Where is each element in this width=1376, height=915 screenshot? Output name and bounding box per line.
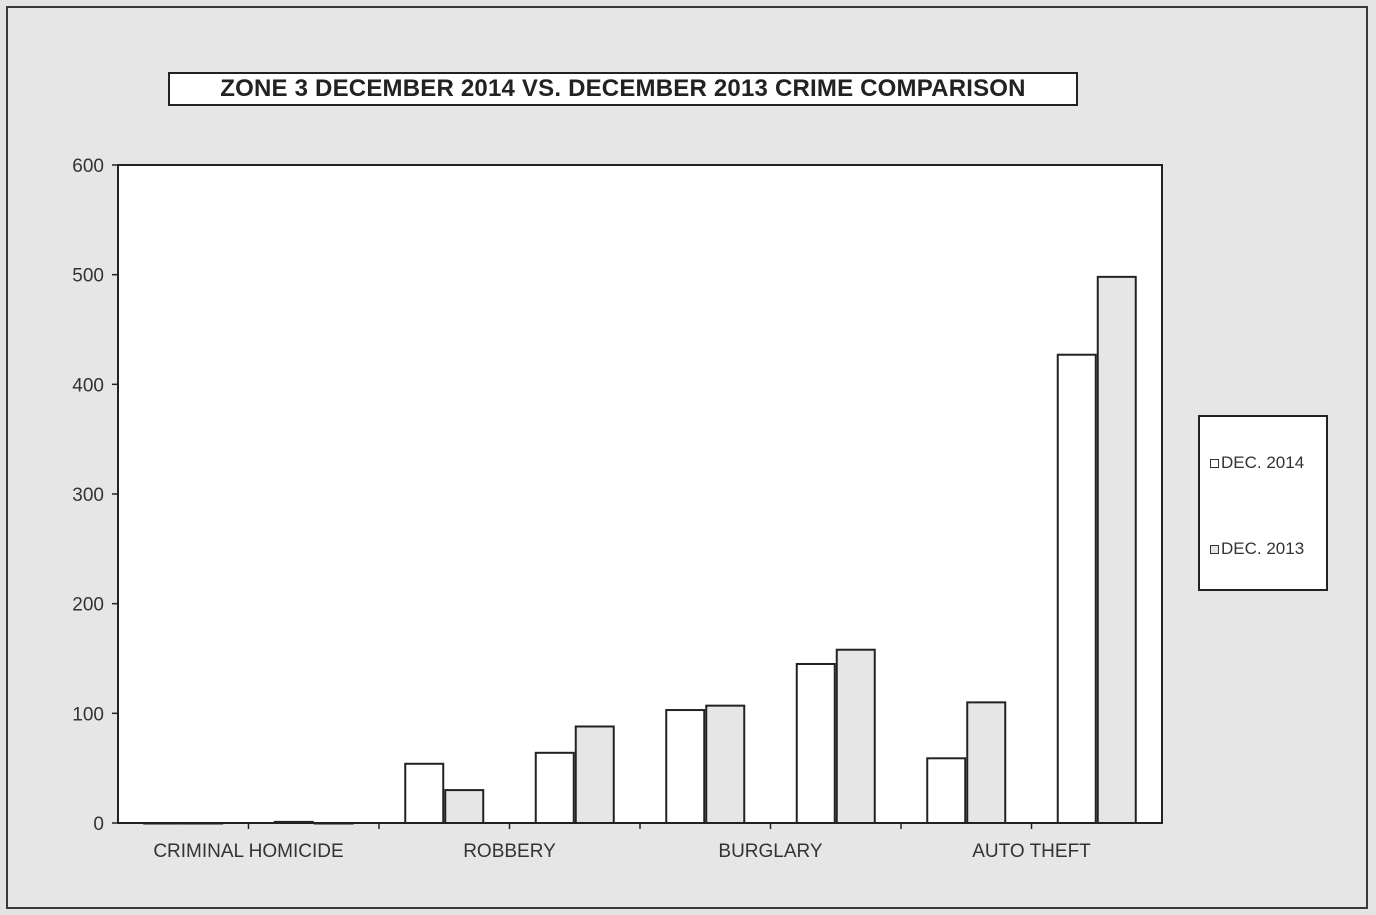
bar-dec-2013 bbox=[574, 725, 615, 825]
bar-dec-2013 bbox=[183, 822, 224, 825]
legend-swatch-dec-2014 bbox=[1210, 458, 1219, 468]
bar-dec-2014 bbox=[1056, 353, 1097, 824]
legend-label-dec-2014: DEC. 2014 bbox=[1221, 453, 1305, 472]
legend-label-dec-2013: DEC. 2013 bbox=[1221, 539, 1305, 558]
bar-dec-2013 bbox=[966, 701, 1007, 824]
bar-dec-2013 bbox=[705, 704, 746, 825]
y-tick-label: 500 bbox=[72, 266, 104, 287]
legend-item-dec-2014: DEC. 2014 bbox=[1210, 453, 1304, 473]
bar-dec-2013 bbox=[444, 789, 485, 824]
y-tick-label: 600 bbox=[72, 156, 104, 177]
bar-dec-2014 bbox=[273, 820, 314, 824]
bar-dec-2013 bbox=[1096, 275, 1137, 824]
bar-dec-2014 bbox=[926, 757, 967, 825]
x-tick-label: BURGLARY bbox=[718, 841, 823, 862]
bar-dec-2013 bbox=[835, 648, 876, 825]
y-tick-label: 200 bbox=[72, 595, 104, 616]
x-tick-label: CRIMINAL HOMICIDE bbox=[153, 841, 343, 862]
bar-dec-2014 bbox=[534, 751, 575, 825]
bar-dec-2013 bbox=[313, 822, 354, 825]
bar-dec-2014 bbox=[404, 762, 445, 825]
bar-dec-2014 bbox=[143, 822, 184, 825]
bar-dec-2014 bbox=[795, 662, 836, 824]
y-tick-label: 100 bbox=[72, 704, 104, 725]
legend-item-dec-2013: DEC. 2013 bbox=[1210, 539, 1304, 559]
chart-title: ZONE 3 DECEMBER 2014 VS. DECEMBER 2013 C… bbox=[168, 72, 1078, 106]
x-tick-label: AUTO THEFT bbox=[972, 841, 1091, 862]
y-tick-label: 0 bbox=[93, 814, 104, 835]
bar-dec-2014 bbox=[665, 709, 706, 824]
y-tick-label: 300 bbox=[72, 485, 104, 506]
legend-swatch-dec-2013 bbox=[1210, 544, 1219, 554]
y-tick-label: 400 bbox=[72, 375, 104, 396]
x-tick-label: ROBBERY bbox=[463, 841, 556, 862]
chart-legend: DEC. 2014 DEC. 2013 bbox=[1198, 415, 1328, 591]
